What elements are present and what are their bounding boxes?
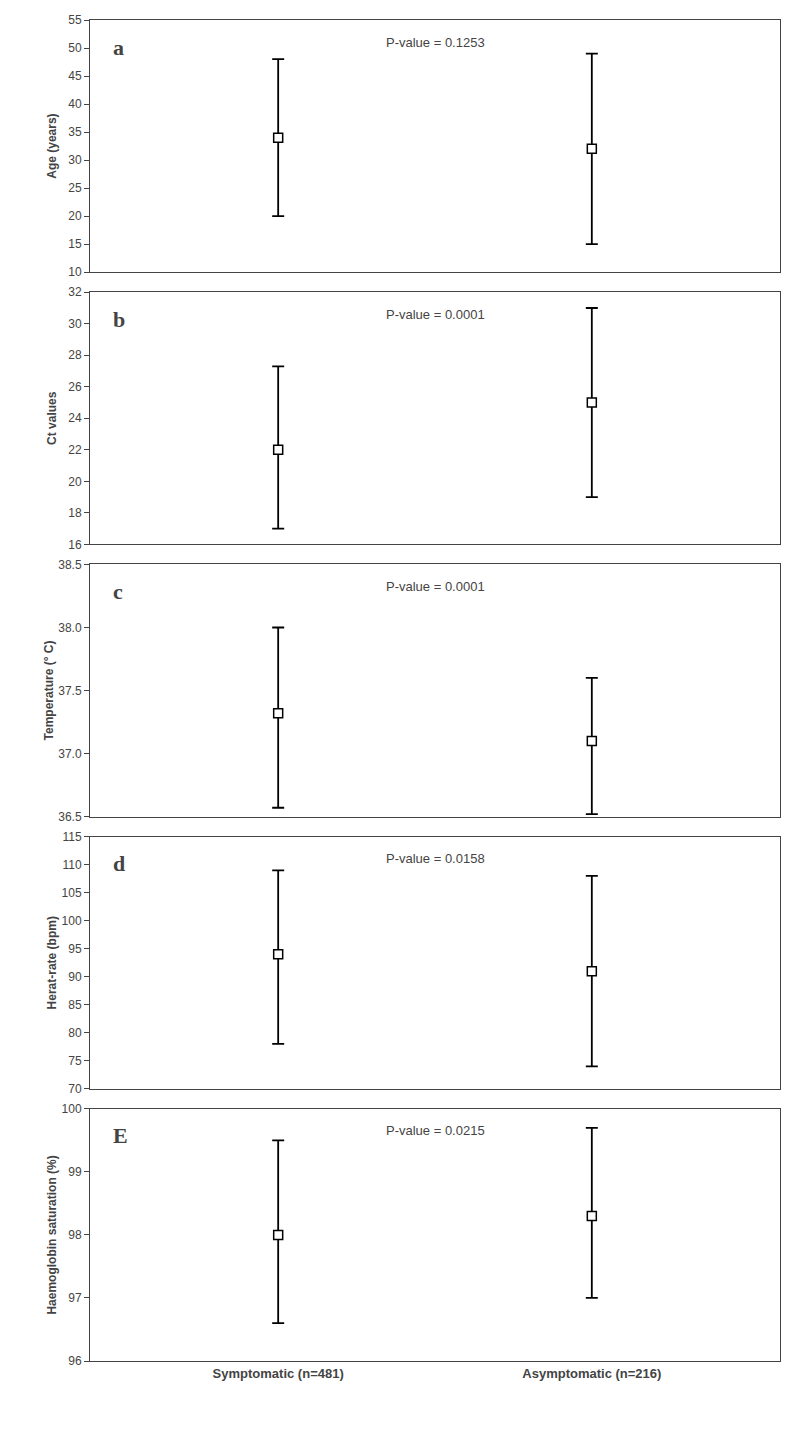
svg-text:80: 80 bbox=[68, 1026, 82, 1040]
svg-text:30: 30 bbox=[68, 153, 82, 167]
svg-text:30: 30 bbox=[68, 317, 82, 331]
svg-text:35: 35 bbox=[68, 125, 82, 139]
svg-text:25: 25 bbox=[68, 181, 82, 195]
svg-text:20: 20 bbox=[68, 209, 82, 223]
svg-text:98: 98 bbox=[68, 1228, 82, 1242]
svg-text:P-value = 0.0215: P-value = 0.0215 bbox=[386, 1123, 485, 1138]
svg-text:Age (years): Age (years) bbox=[45, 113, 59, 178]
svg-text:E: E bbox=[113, 1123, 128, 1148]
svg-text:75: 75 bbox=[68, 1054, 82, 1068]
svg-text:15: 15 bbox=[68, 237, 82, 251]
svg-text:Temperature (° C): Temperature (° C) bbox=[42, 641, 56, 741]
svg-text:99: 99 bbox=[68, 1165, 82, 1179]
svg-text:a: a bbox=[113, 35, 124, 60]
svg-text:Haemoglobin saturation (%): Haemoglobin saturation (%) bbox=[45, 1155, 59, 1314]
svg-text:P-value = 0.0158: P-value = 0.0158 bbox=[386, 851, 485, 866]
svg-text:110: 110 bbox=[62, 858, 81, 872]
svg-text:85: 85 bbox=[68, 998, 82, 1012]
svg-text:36.5: 36.5 bbox=[58, 810, 82, 824]
svg-text:20: 20 bbox=[68, 475, 82, 489]
svg-text:16: 16 bbox=[68, 538, 82, 552]
svg-text:37.5: 37.5 bbox=[58, 684, 82, 698]
svg-text:97: 97 bbox=[68, 1291, 82, 1305]
svg-text:P-value = 0.0001: P-value = 0.0001 bbox=[386, 307, 485, 322]
svg-text:38.0: 38.0 bbox=[58, 621, 82, 635]
svg-text:115: 115 bbox=[62, 830, 81, 844]
svg-text:28: 28 bbox=[68, 348, 82, 362]
svg-text:90: 90 bbox=[68, 970, 82, 984]
svg-text:Ct values: Ct values bbox=[45, 391, 59, 445]
svg-text:100: 100 bbox=[62, 914, 82, 928]
svg-text:18: 18 bbox=[68, 506, 82, 520]
svg-text:45: 45 bbox=[68, 69, 82, 83]
svg-text:26: 26 bbox=[68, 380, 82, 394]
svg-text:55: 55 bbox=[68, 13, 82, 27]
svg-text:40: 40 bbox=[68, 97, 82, 111]
svg-text:37.0: 37.0 bbox=[58, 747, 82, 761]
svg-text:105: 105 bbox=[62, 886, 82, 900]
svg-text:Asymptomatic (n=216): Asymptomatic (n=216) bbox=[522, 1366, 661, 1381]
svg-text:70: 70 bbox=[68, 1082, 82, 1096]
svg-text:Symptomatic (n=481): Symptomatic (n=481) bbox=[213, 1366, 344, 1381]
svg-text:c: c bbox=[113, 579, 123, 604]
svg-text:b: b bbox=[113, 307, 125, 332]
svg-text:32: 32 bbox=[68, 285, 82, 299]
svg-text:22: 22 bbox=[68, 443, 82, 457]
svg-text:P-value = 0.1253: P-value = 0.1253 bbox=[386, 35, 485, 50]
svg-text:d: d bbox=[113, 851, 125, 876]
svg-text:10: 10 bbox=[68, 265, 82, 279]
svg-text:95: 95 bbox=[68, 942, 82, 956]
svg-text:24: 24 bbox=[68, 411, 82, 425]
svg-text:P-value = 0.0001: P-value = 0.0001 bbox=[386, 579, 485, 594]
svg-text:38.5: 38.5 bbox=[58, 558, 82, 572]
svg-text:100: 100 bbox=[62, 1102, 82, 1116]
svg-text:96: 96 bbox=[68, 1354, 82, 1368]
svg-text:50: 50 bbox=[68, 41, 82, 55]
svg-text:Herat-rate (bpm): Herat-rate (bpm) bbox=[45, 916, 59, 1009]
